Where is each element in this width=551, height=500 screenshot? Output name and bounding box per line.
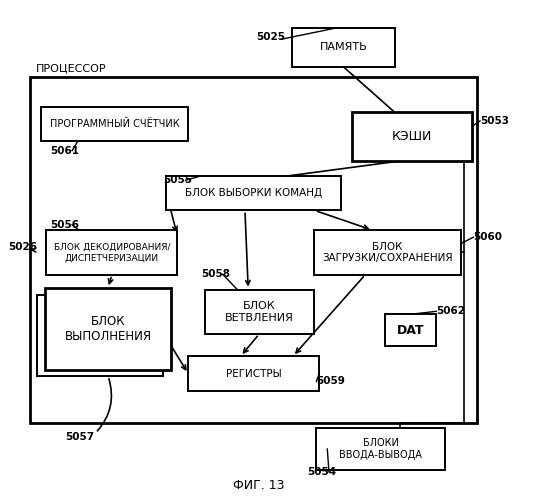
Text: ПАМЯТЬ: ПАМЯТЬ [320, 42, 368, 52]
Text: БЛОК ДЕКОДИРОВАНИЯ/
ДИСПЕТЧЕРИЗАЦИИ: БЛОК ДЕКОДИРОВАНИЯ/ ДИСПЕТЧЕРИЗАЦИИ [53, 243, 170, 262]
Text: 5061: 5061 [50, 146, 79, 156]
Text: БЛОКИ
ВВОДА-ВЫВОДА: БЛОКИ ВВОДА-ВЫВОДА [339, 438, 422, 460]
Text: БЛОК
ВЕТВЛЕНИЯ: БЛОК ВЕТВЛЕНИЯ [225, 301, 294, 322]
FancyBboxPatch shape [385, 314, 436, 346]
FancyBboxPatch shape [30, 77, 477, 423]
FancyBboxPatch shape [41, 106, 188, 141]
Text: 5056: 5056 [50, 220, 79, 230]
FancyBboxPatch shape [188, 356, 319, 391]
FancyBboxPatch shape [45, 288, 171, 370]
Text: ФИГ. 13: ФИГ. 13 [234, 480, 285, 492]
Text: БЛОК ВЫБОРКИ КОМАНД: БЛОК ВЫБОРКИ КОМАНД [185, 188, 322, 198]
FancyBboxPatch shape [352, 112, 472, 161]
Text: 5062: 5062 [436, 306, 466, 316]
Text: 5054: 5054 [307, 467, 336, 477]
Text: КЭШИ: КЭШИ [392, 130, 432, 143]
Text: DAT: DAT [397, 324, 424, 337]
FancyBboxPatch shape [46, 230, 177, 274]
Text: 5059: 5059 [316, 376, 345, 386]
FancyBboxPatch shape [166, 176, 341, 210]
Text: 5060: 5060 [473, 232, 503, 242]
Text: 5026: 5026 [8, 242, 37, 252]
Text: БЛОК
ЗАГРУЗКИ/СОХРАНЕНИЯ: БЛОК ЗАГРУЗКИ/СОХРАНЕНИЯ [322, 242, 452, 264]
FancyBboxPatch shape [204, 290, 314, 334]
Text: ПРОГРАММНЫЙ СЧЁТЧИК: ПРОГРАММНЫЙ СЧЁТЧИК [50, 119, 180, 129]
Text: РЕГИСТРЫ: РЕГИСТРЫ [226, 368, 282, 378]
Text: 5055: 5055 [164, 176, 193, 185]
FancyBboxPatch shape [314, 230, 461, 274]
FancyBboxPatch shape [316, 428, 445, 470]
Text: БЛОК
ВЫПОЛНЕНИЯ: БЛОК ВЫПОЛНЕНИЯ [64, 315, 152, 343]
Text: 5057: 5057 [66, 432, 95, 442]
FancyBboxPatch shape [37, 294, 163, 376]
Text: 5058: 5058 [201, 269, 230, 279]
Text: 5053: 5053 [480, 116, 509, 126]
Text: 5025: 5025 [256, 32, 285, 42]
FancyBboxPatch shape [292, 28, 396, 67]
Text: ПРОЦЕССОР: ПРОЦЕССОР [35, 63, 106, 73]
